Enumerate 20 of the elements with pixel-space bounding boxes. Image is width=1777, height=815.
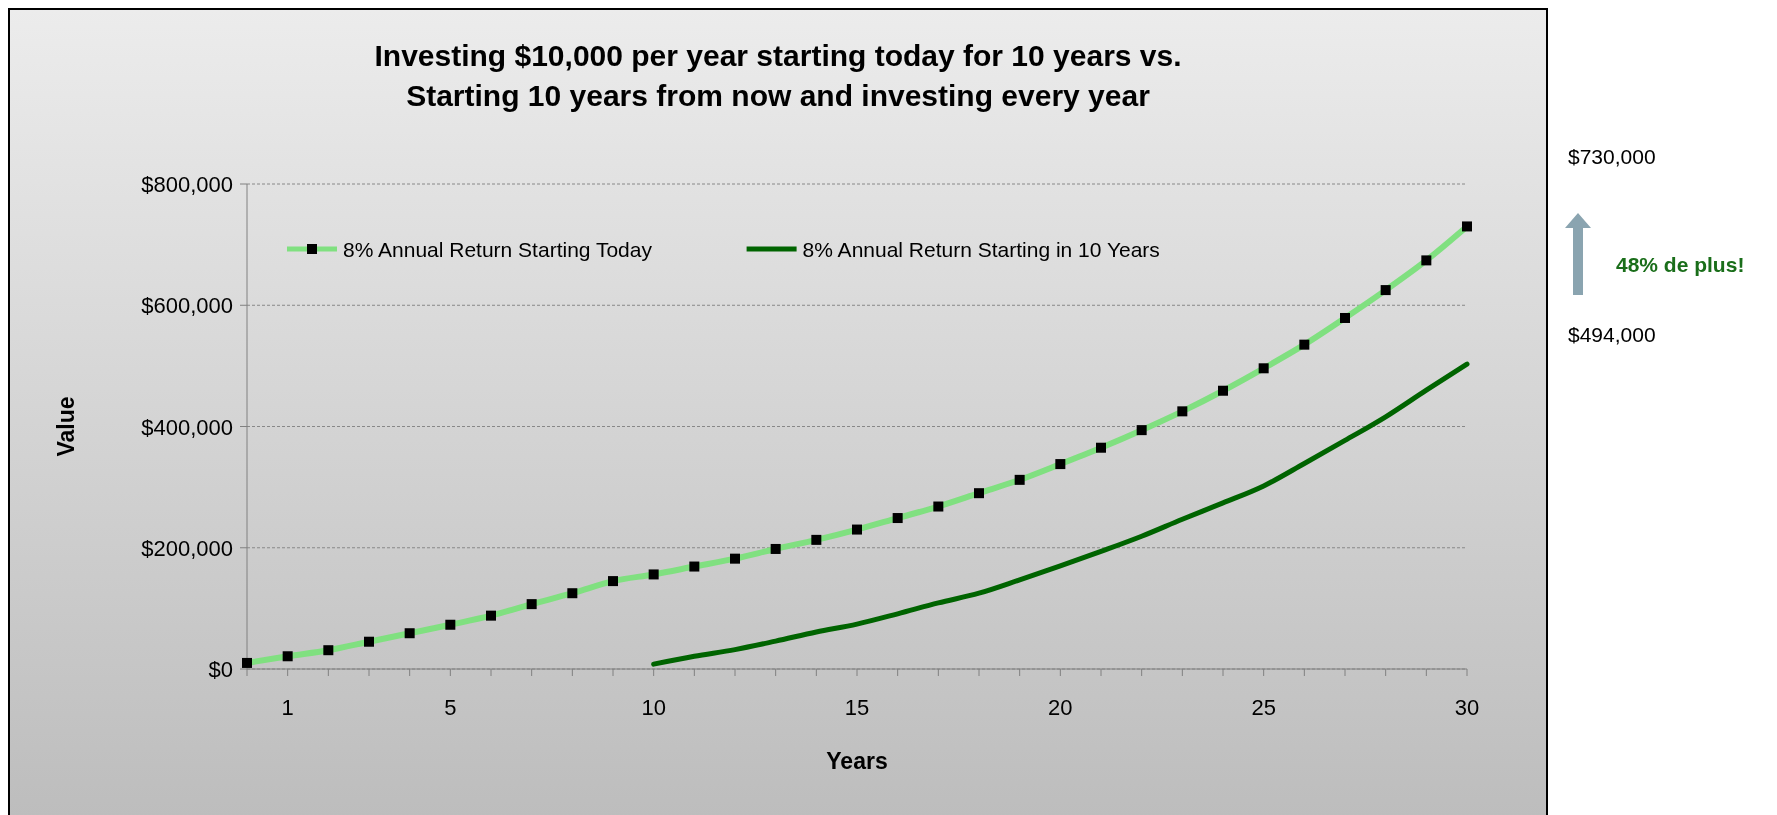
y-tick-label: $800,000 [141, 172, 233, 197]
chart-title: Investing $10,000 per year starting today for 10 years vs. Starting 10 years from now and investing every year [374, 39, 1182, 112]
x-tick-label: 10 [641, 695, 666, 720]
x-tick-label: 15 [844, 695, 870, 720]
text: $494,000 [1568, 323, 1656, 346]
y-tick-label: $0 [208, 657, 233, 682]
x-tick-label: 30 [1454, 695, 1480, 720]
y-tick-label: $200,000 [141, 535, 233, 561]
x-tick-label: 25 [1251, 695, 1276, 720]
legend-label: 8% Annual Return Starting in 10 Years [802, 238, 1160, 261]
x-tick-label: 1 [281, 695, 294, 720]
y-tick-label: $600,000 [141, 293, 233, 319]
x-tick-label: 5 [444, 695, 457, 720]
legend-label: 8% Annual Return Starting Today [343, 238, 653, 261]
text: 48% de plus! [1616, 253, 1745, 276]
text: $730,000 [1568, 145, 1656, 168]
x-tick-label: 20 [1048, 695, 1073, 720]
x-axis-title: Years [826, 748, 888, 774]
y-tick-label: $400,000 [141, 414, 233, 440]
y-axis-title: Value [53, 396, 79, 457]
